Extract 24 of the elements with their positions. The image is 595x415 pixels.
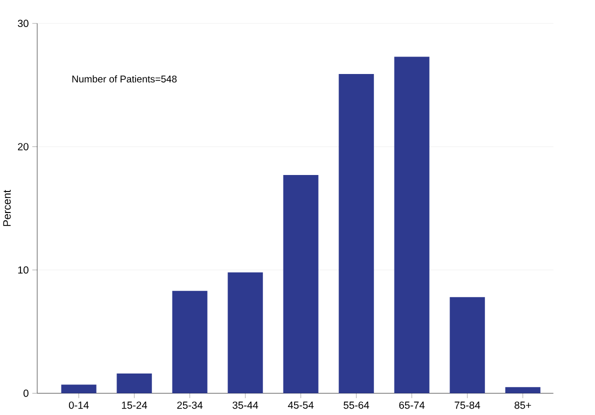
bar [61, 384, 96, 394]
y-tick-label: 10 [18, 266, 28, 274]
x-tick-label: 35-44 [232, 402, 258, 409]
x-tick-label: 75-84 [454, 402, 480, 409]
bar [172, 291, 208, 394]
bar [394, 56, 430, 394]
bar [228, 272, 263, 394]
y-axis-title: Percent [3, 190, 11, 226]
bar [338, 74, 374, 394]
x-tick-label: 0-14 [68, 402, 89, 409]
x-tick-label: 55-64 [344, 402, 370, 409]
x-tick-label: 25-34 [177, 402, 203, 409]
bar [283, 175, 318, 394]
x-tick-label: 65-74 [399, 402, 425, 409]
bar [450, 297, 485, 394]
bar [505, 387, 540, 394]
x-tick-label: 45-54 [288, 402, 314, 409]
y-tick-label: 0 [24, 390, 28, 398]
y-tick-label: 20 [18, 143, 28, 150]
y-tick-label: 30 [18, 20, 28, 28]
annotation: Number of Patients=548 [72, 75, 177, 83]
x-tick-label: 15-24 [122, 402, 148, 409]
x-tick-label: 85+ [514, 402, 532, 409]
bar [116, 374, 152, 394]
